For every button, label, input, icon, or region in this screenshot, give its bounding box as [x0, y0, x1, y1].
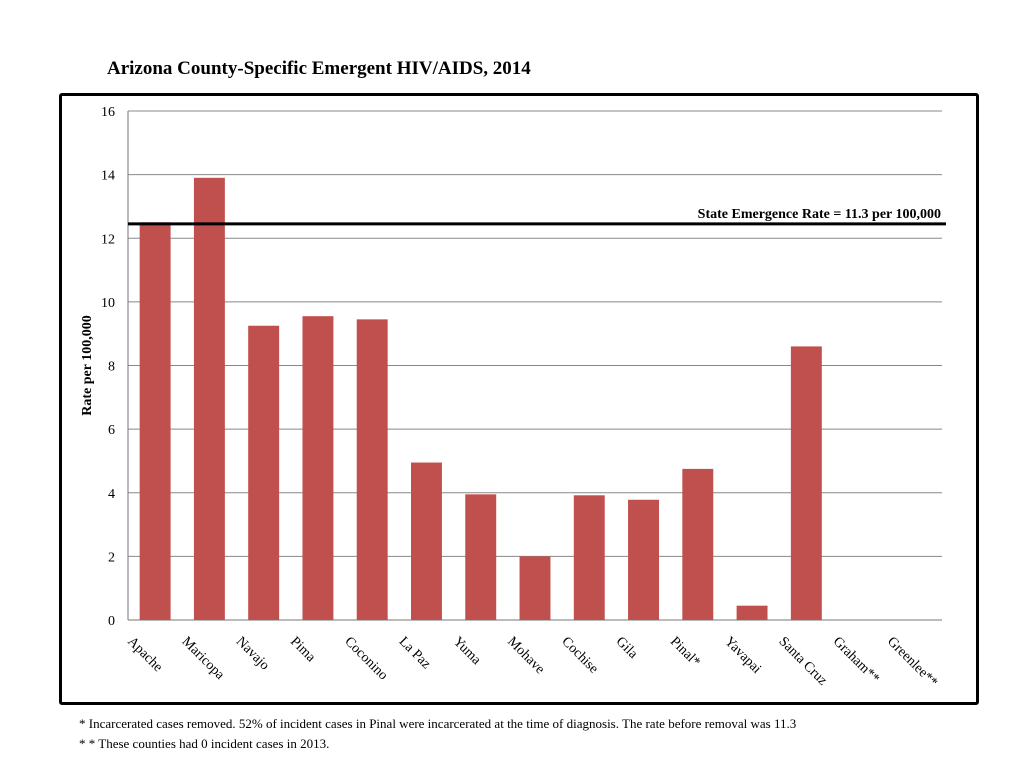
x-tick-label: Pinal*	[667, 634, 703, 670]
bar	[790, 346, 822, 620]
x-tick-label: La Paz	[396, 634, 434, 672]
bar	[628, 499, 659, 620]
x-tick-label: Apache	[124, 634, 165, 675]
bar	[465, 494, 497, 620]
x-tick-label: Mohave	[504, 634, 547, 677]
bar	[519, 556, 551, 620]
x-tick-label: Graham**	[830, 634, 882, 686]
x-tick-label: Coconino	[341, 634, 390, 683]
footnote-pinal: * Incarcerated cases removed. 52% of inc…	[79, 716, 797, 731]
footnote-zero-counties: * * These counties had 0 incident cases …	[79, 736, 330, 751]
bar	[573, 495, 605, 620]
y-tick-label: 12	[101, 232, 115, 247]
y-axis-label: Rate per 100,000	[80, 315, 95, 415]
y-tick-label: 4	[108, 487, 115, 502]
bar	[139, 222, 171, 620]
bar	[682, 468, 714, 620]
x-tick-label: Yavapai	[721, 634, 764, 677]
y-tick-label: 2	[108, 550, 115, 565]
y-tick-label: 8	[108, 360, 115, 375]
x-tick-label: Maricopa	[179, 634, 228, 683]
y-tick-label: 16	[101, 105, 115, 120]
y-tick-label: 10	[101, 296, 115, 311]
x-tick-label: Santa Cruz	[776, 634, 830, 688]
x-tick-label: Gila	[613, 634, 641, 662]
x-tick-label: Yuma	[450, 634, 484, 668]
x-tick-label: Navajo	[233, 634, 272, 673]
y-tick-label: 0	[108, 614, 115, 629]
x-tick-label: Cochise	[558, 634, 601, 677]
y-tick-label: 14	[101, 169, 115, 184]
bar	[248, 325, 280, 620]
state-rate-label: State Emergence Rate = 11.3 per 100,000	[698, 207, 941, 222]
x-tick-label: Greenlee**	[884, 634, 940, 690]
y-tick-label: 6	[108, 423, 115, 438]
bar	[302, 316, 334, 620]
x-tick-label: Pima	[287, 634, 319, 666]
bar	[736, 605, 768, 620]
bar	[356, 319, 388, 620]
chart-frame	[59, 93, 979, 705]
bar	[411, 462, 442, 620]
bar	[193, 177, 225, 620]
chart-title: Arizona County-Specific Emergent HIV/AID…	[107, 58, 531, 79]
